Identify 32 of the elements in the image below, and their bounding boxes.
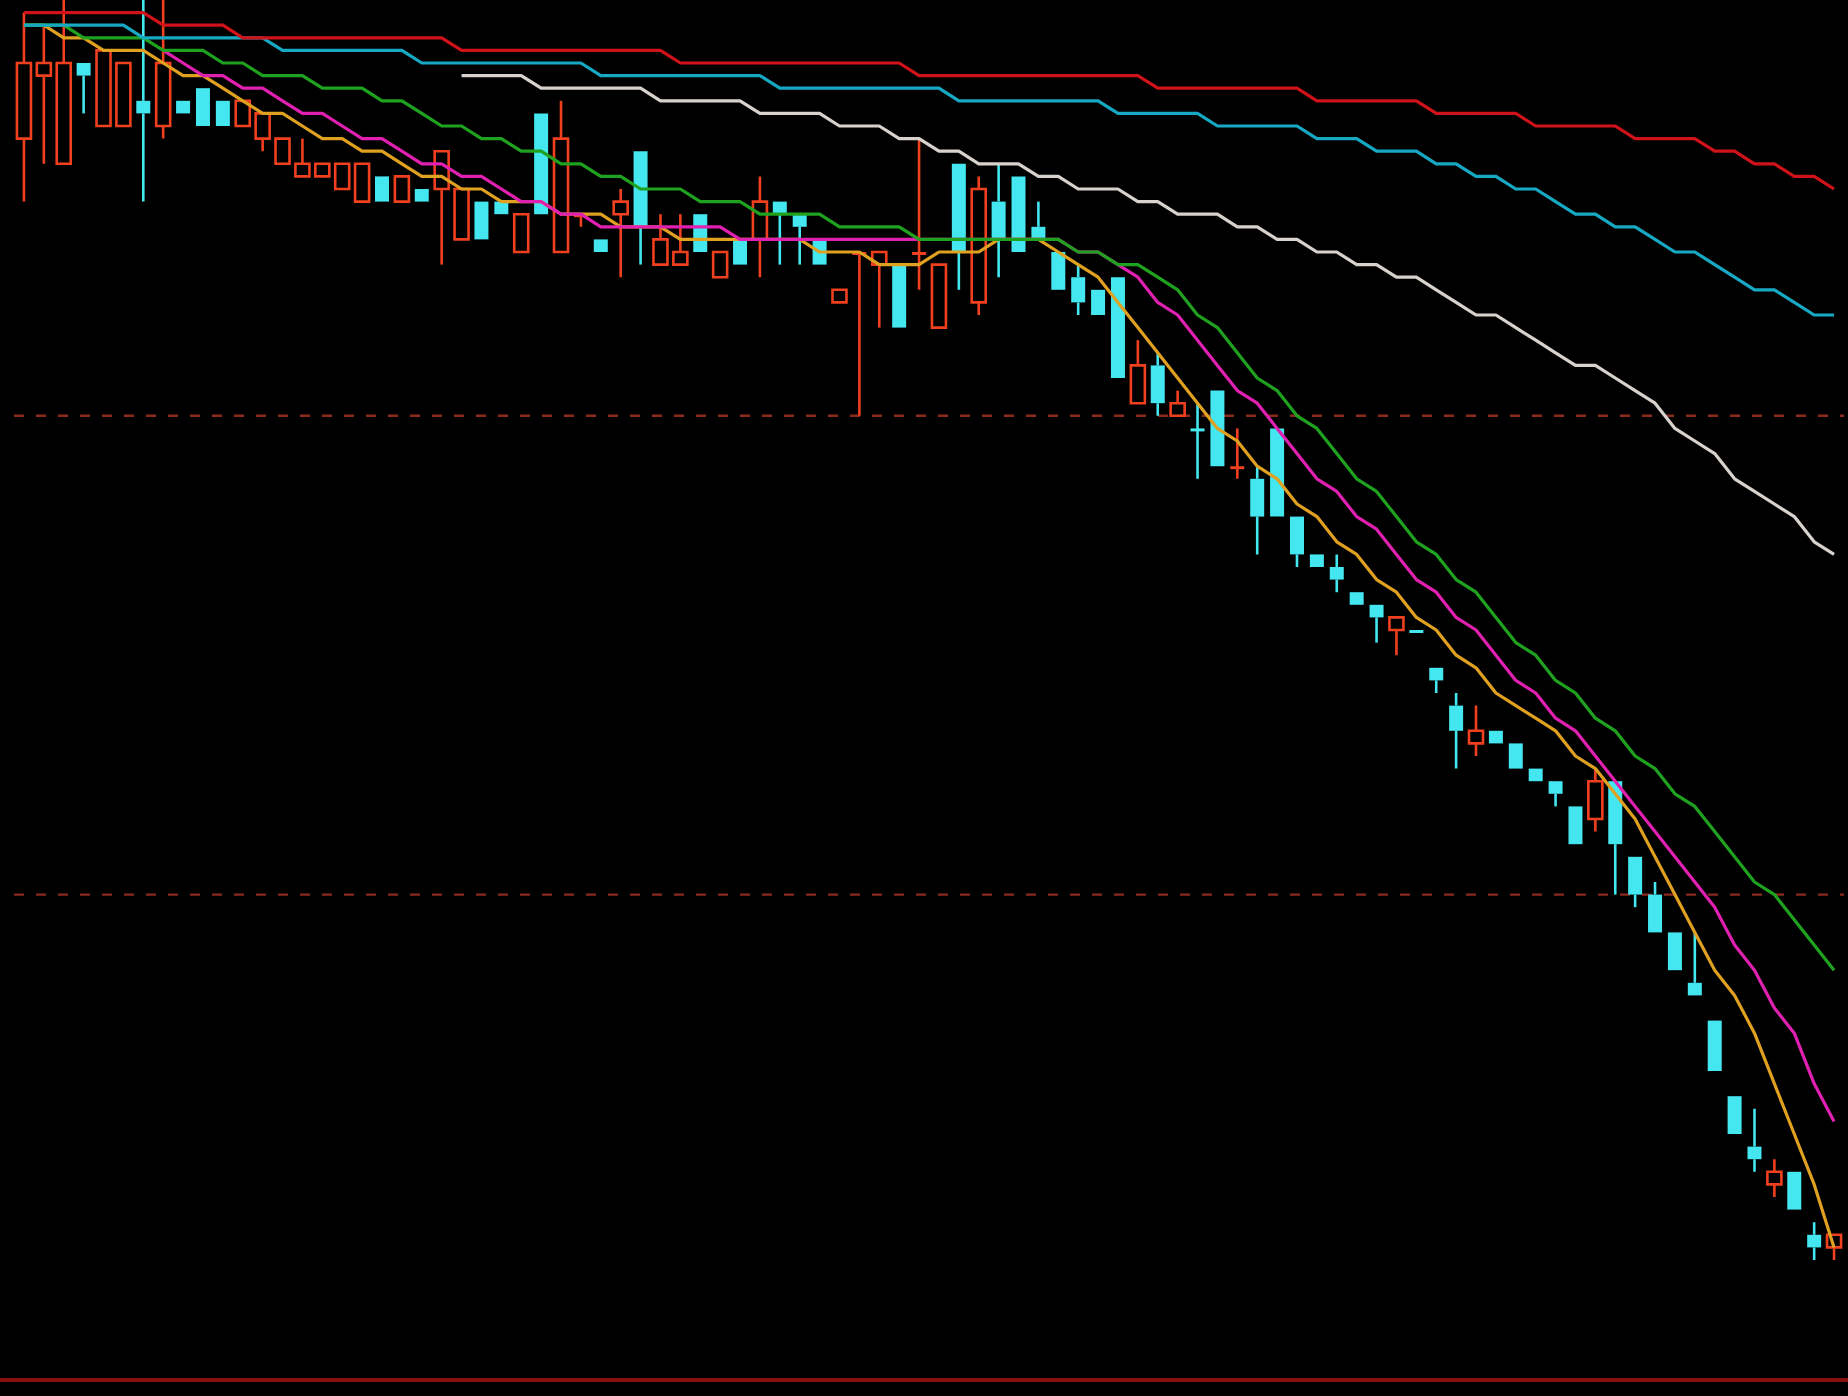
candlestick [751, 175, 769, 279]
candlestick [1429, 667, 1444, 695]
candlestick [612, 187, 629, 279]
candlestick [1071, 263, 1086, 317]
candlestick [1467, 704, 1485, 758]
candlestick [136, 0, 151, 203]
candlestick [1190, 401, 1205, 481]
candlestick [15, 11, 33, 203]
candlestick [633, 151, 648, 266]
candlestick [1766, 1157, 1783, 1199]
candlestick [991, 162, 1006, 279]
candlestick [1449, 691, 1464, 770]
candlestick [1687, 931, 1702, 996]
candlestick [1250, 464, 1265, 556]
candlestick [1548, 781, 1563, 808]
candlestick [552, 99, 570, 254]
candlestick [1129, 338, 1147, 405]
candlestick [1230, 427, 1245, 481]
candlestick [1807, 1220, 1822, 1262]
candlestick [912, 137, 927, 292]
candlestick [1747, 1107, 1762, 1174]
candlestick [951, 163, 966, 292]
candlestick [1150, 351, 1165, 418]
candlestick [1369, 604, 1384, 644]
candlestick [154, 0, 172, 140]
candlestick [1388, 616, 1405, 657]
candlestick [1587, 767, 1604, 833]
candlestick [76, 63, 91, 115]
candlestick [970, 175, 988, 317]
candlestick [1169, 389, 1186, 418]
candlestick [870, 250, 888, 329]
candlestick [1329, 553, 1344, 594]
